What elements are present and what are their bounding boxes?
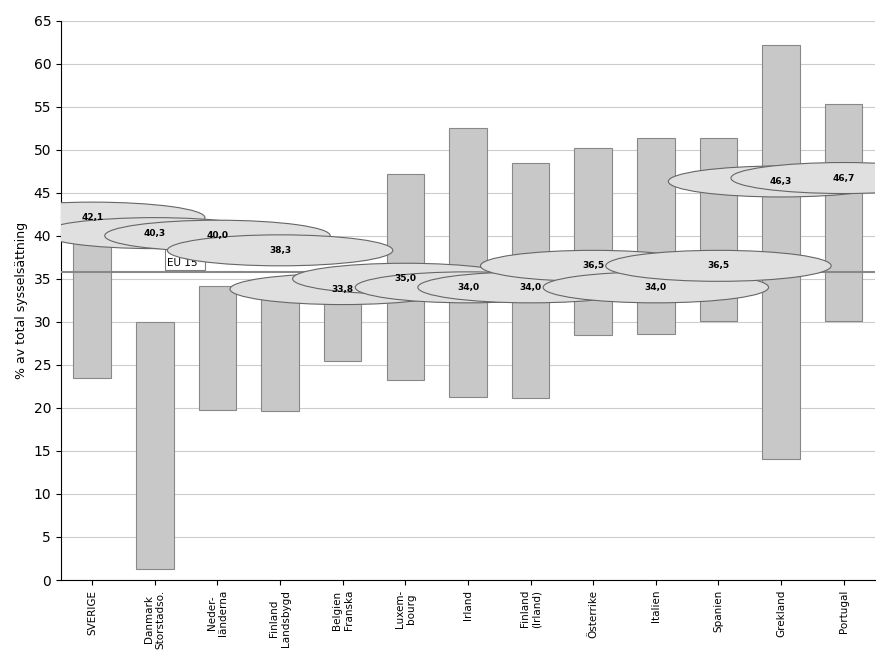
Bar [449,128,487,396]
Bar [198,286,236,410]
Y-axis label: % av total sysselsättning: % av total sysselsättning [15,222,28,379]
Bar [700,137,737,321]
Bar [386,174,425,380]
Text: 36,5: 36,5 [582,262,604,270]
Bar [825,104,862,321]
Circle shape [0,202,205,233]
Text: 34,0: 34,0 [520,283,542,292]
Circle shape [355,272,580,303]
Circle shape [293,263,518,294]
Circle shape [481,250,706,282]
Text: 46,7: 46,7 [832,173,855,183]
Text: 46,3: 46,3 [770,177,792,186]
Text: 42,1: 42,1 [81,213,103,222]
Text: 40,0: 40,0 [206,231,229,240]
Bar [762,45,800,459]
Text: 36,5: 36,5 [708,262,730,270]
Text: 40,3: 40,3 [144,228,166,238]
Circle shape [105,220,330,251]
Text: = 35,8
EU 15: = 35,8 EU 15 [167,246,203,268]
Bar [74,218,111,378]
Text: 34,0: 34,0 [644,283,667,292]
Circle shape [230,274,456,305]
Circle shape [731,163,890,193]
Circle shape [42,218,268,248]
Text: 35,0: 35,0 [394,274,417,284]
Bar [512,163,549,398]
Bar [637,137,675,334]
Bar [574,148,612,335]
Bar [324,274,361,361]
Text: 34,0: 34,0 [457,283,479,292]
Text: 33,8: 33,8 [332,285,353,293]
Circle shape [668,166,890,197]
Circle shape [606,250,831,282]
Circle shape [167,235,392,266]
Bar [136,322,174,569]
Circle shape [543,272,769,303]
Bar [262,282,299,411]
Text: 38,3: 38,3 [269,246,291,255]
Circle shape [417,272,643,303]
